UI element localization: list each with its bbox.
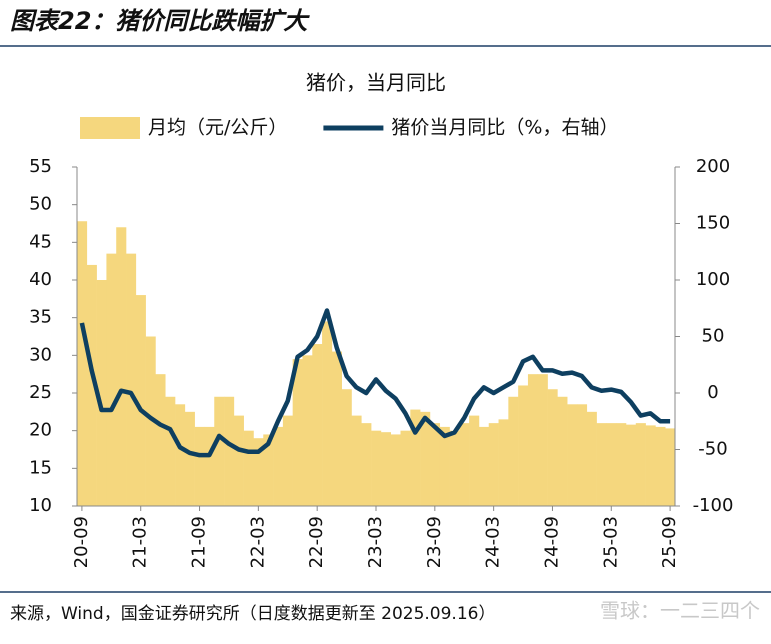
bar — [616, 423, 627, 506]
bar — [86, 264, 97, 506]
bar — [449, 430, 460, 506]
line — [79, 308, 671, 458]
bar — [625, 424, 637, 506]
y-tick-label: 20 — [29, 420, 52, 441]
bar — [292, 359, 303, 506]
bar — [302, 355, 313, 506]
x-tick-label: 25-09 — [659, 516, 680, 568]
bar — [557, 396, 568, 506]
bar — [469, 415, 480, 506]
bar — [243, 430, 254, 506]
bar — [135, 295, 146, 506]
legend-swatch — [80, 117, 140, 139]
x-tick-label: 23-09 — [424, 516, 445, 568]
x-tick-label: 24-09 — [541, 516, 562, 568]
y-tick-label: 55 — [29, 156, 52, 177]
x-tick-label: 23-03 — [365, 516, 386, 568]
legend-label: 月均（元/公斤） — [148, 117, 287, 139]
bar — [537, 374, 548, 506]
bar — [175, 404, 186, 506]
bar — [312, 344, 323, 506]
bar — [380, 432, 392, 506]
bar — [655, 426, 666, 506]
bar — [429, 423, 441, 506]
bar — [224, 396, 235, 506]
bar — [77, 221, 88, 507]
bar — [165, 396, 176, 506]
bar — [351, 415, 362, 506]
bar — [371, 430, 382, 506]
y2-tick-label: 0 — [707, 382, 718, 403]
bar — [282, 415, 293, 506]
page-title: 图表22：猪价同比跌幅扩大 — [10, 7, 310, 35]
y-tick-label: 50 — [29, 194, 52, 215]
y-tick-label: 30 — [29, 344, 52, 365]
bar — [214, 396, 225, 506]
y-tick-label: 10 — [29, 495, 52, 516]
bar — [508, 396, 519, 506]
x-tick-label: 21-03 — [130, 516, 151, 568]
bar — [145, 336, 156, 506]
source: 来源，Wind，国金证券研究所（日度数据更新至 2025.09.16） — [10, 604, 495, 624]
bar — [420, 411, 431, 506]
bar — [576, 404, 588, 506]
bar — [606, 423, 617, 506]
legend-label: 猪价当月同比（%，右轴） — [391, 117, 618, 139]
bar — [439, 426, 450, 506]
bar — [390, 434, 401, 506]
y2-tick-label: 100 — [696, 269, 730, 290]
bar — [322, 321, 333, 506]
x-tick-label: 25-03 — [600, 516, 621, 568]
bar — [155, 374, 166, 506]
bar — [547, 389, 558, 506]
bar — [635, 423, 646, 506]
bar — [400, 430, 411, 506]
y-tick-label: 45 — [29, 231, 52, 252]
bar — [478, 426, 490, 506]
bar — [233, 415, 244, 506]
bar — [527, 374, 539, 506]
bar — [273, 426, 284, 506]
y2-tick-label: 200 — [696, 156, 730, 177]
watermark: 雪球：一二三四个 — [600, 599, 760, 623]
chart-title: 猪价，当月同比 — [306, 71, 446, 95]
x-tick-label: 22-03 — [247, 516, 268, 568]
bar — [106, 253, 117, 506]
y-tick-label: 15 — [29, 457, 52, 478]
bar — [518, 385, 529, 506]
y-tick-label: 25 — [29, 382, 52, 403]
bar — [665, 428, 676, 506]
y-tick-label: 35 — [29, 307, 52, 328]
bar — [361, 423, 372, 506]
bar — [596, 423, 607, 506]
y-tick-label: 40 — [29, 269, 52, 290]
bar — [331, 351, 342, 506]
bar — [96, 280, 107, 506]
bar — [341, 389, 352, 506]
bar — [488, 423, 499, 506]
y2-tick-label: 50 — [702, 326, 725, 347]
bar — [126, 253, 137, 506]
bar — [204, 426, 215, 506]
bar — [194, 426, 205, 506]
x-tick-label: 22-09 — [306, 516, 327, 568]
y2-tick-label: -50 — [698, 439, 727, 460]
x-tick-label: 24-03 — [483, 516, 504, 568]
bar — [184, 411, 195, 506]
bar — [116, 227, 127, 506]
x-tick-label: 20-09 — [71, 516, 92, 568]
y2-tick-label: -100 — [693, 495, 734, 516]
x-tick-label: 21-09 — [189, 516, 210, 568]
bar — [498, 419, 509, 506]
y2-tick-label: 150 — [696, 213, 730, 234]
bar — [263, 434, 274, 506]
bar — [459, 423, 470, 506]
bar — [645, 425, 656, 506]
bar — [586, 411, 597, 506]
bar — [253, 438, 264, 506]
bar — [410, 409, 421, 506]
bar — [567, 404, 578, 506]
